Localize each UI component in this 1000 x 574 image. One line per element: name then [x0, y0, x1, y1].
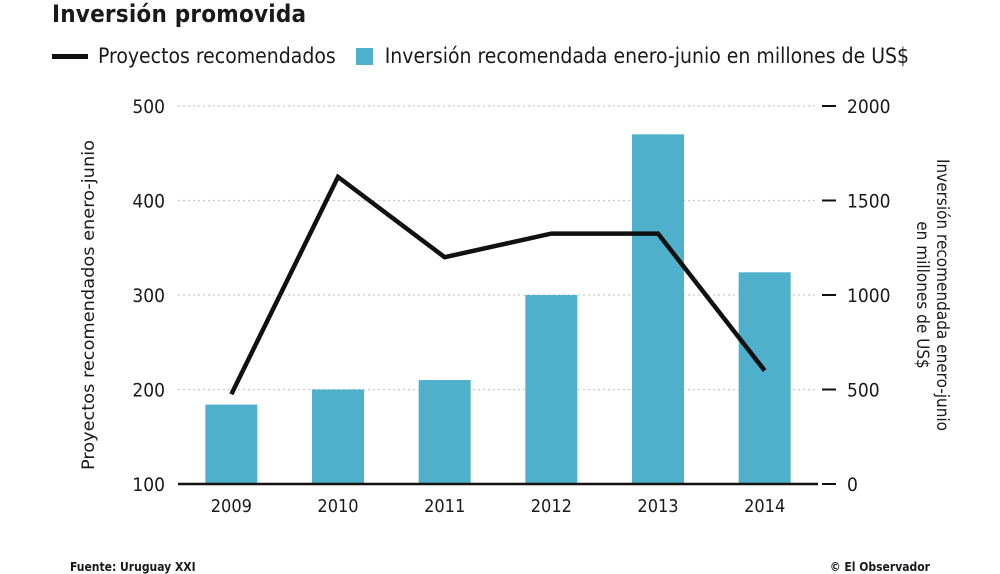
y-right-tick: 1000	[847, 285, 891, 307]
source-note: Fuente: Uruguay XXI	[70, 560, 196, 574]
x-tick-2011: 2011	[424, 496, 465, 517]
legend-line-swatch	[52, 53, 88, 59]
y-right-axis-label-1: Inversión recomendada enero-junio	[932, 159, 952, 431]
legend-bar-label: Inversión recomendada enero-junio en mil…	[384, 44, 910, 68]
x-tick-2009: 2009	[211, 496, 252, 517]
y-left-tick: 400	[132, 191, 165, 213]
x-tick-2014: 2014	[744, 496, 785, 517]
y-left-tick: 300	[132, 285, 165, 307]
credit-note: © El Observador	[829, 560, 930, 574]
legend: Proyectos recomendados Inversión recomen…	[52, 44, 909, 68]
bar-2013	[632, 134, 684, 484]
y-right-tick: 0	[847, 474, 858, 496]
y-right-axis-label-2: en millones de US$	[912, 221, 932, 369]
legend-bar-swatch	[355, 47, 373, 65]
x-tick-2012: 2012	[531, 496, 572, 517]
line-proyectos	[229, 173, 767, 396]
y-right-tick: 1500	[847, 191, 891, 213]
bar-2010	[312, 389, 364, 484]
legend-line-label: Proyectos recomendados	[98, 44, 336, 68]
y-right-tick: 500	[847, 380, 880, 402]
y-right-tick: 2000	[847, 96, 891, 118]
bar-2009	[205, 404, 258, 484]
y-left-tick: 100	[132, 474, 165, 496]
bar-2012	[525, 295, 578, 484]
bar-2011	[418, 380, 471, 484]
y-left-axis-label: Proyectos recomendados enero-junio	[79, 140, 99, 470]
y-left-tick: 200	[132, 380, 165, 402]
x-tick-2013: 2013	[637, 496, 678, 517]
y-left-tick: 500	[132, 96, 165, 118]
bar-2014	[738, 272, 791, 484]
chart-title: Inversión promovida	[52, 0, 307, 28]
x-tick-2010: 2010	[317, 496, 358, 517]
